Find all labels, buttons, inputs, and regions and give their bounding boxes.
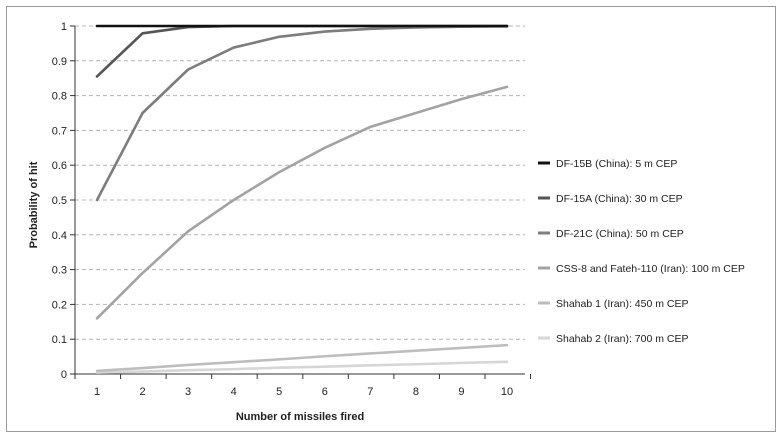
y-tick-label: 0.7: [52, 125, 67, 137]
legend-label: DF-15A (China): 30 m CEP: [556, 193, 683, 205]
legend-entry: DF-15B (China): 5 m CEP: [538, 158, 677, 170]
y-tick-label: 0.1: [52, 334, 67, 346]
legend-label: Shahab 2 (Iran): 700 m CEP: [556, 333, 689, 345]
legend: DF-15B (China): 5 m CEP DF-15A (China): 3…: [538, 158, 745, 345]
y-tick-label: 0.5: [52, 195, 67, 207]
x-tick-label: 10: [501, 386, 513, 398]
y-tick-labels: 0 0.1 0.2 0.3 0.4 0.5 0.6 0.7 0.8 0.9 1: [52, 21, 67, 381]
chart-frame: [6, 6, 776, 432]
legend-label: DF-15B (China): 5 m CEP: [556, 158, 677, 170]
x-tick-label: 4: [231, 386, 237, 398]
y-tick-label: 0.2: [52, 299, 67, 311]
y-tick-label: 0.6: [52, 160, 67, 172]
x-tick-label: 1: [94, 386, 100, 398]
legend-entry: DF-21C (China): 50 m CEP: [538, 228, 684, 240]
series-line: [95, 360, 509, 374]
y-tick-label: 1: [61, 21, 67, 33]
x-tick-labels: 1 2 3 4 5 6 7 8 9 10: [94, 386, 513, 398]
y-tick-label: 0.3: [52, 265, 67, 277]
legend-label: CSS-8 and Fateh-110 (Iran): 100 m CEP: [556, 263, 745, 275]
x-axis-title: Number of missiles fired: [236, 411, 364, 423]
y-tick-label: 0.9: [52, 56, 67, 68]
y-tick-label: 0.8: [52, 91, 67, 103]
x-tick-label: 8: [413, 386, 419, 398]
x-tick-label: 2: [139, 386, 145, 398]
legend-entry: CSS-8 and Fateh-110 (Iran): 100 m CEP: [538, 263, 745, 275]
x-tick-label: 6: [322, 386, 328, 398]
legend-entry: DF-15A (China): 30 m CEP: [538, 193, 683, 205]
legend-label: DF-21C (China): 50 m CEP: [556, 228, 684, 240]
x-tick-label: 9: [458, 386, 464, 398]
x-tick-label: 5: [276, 386, 282, 398]
legend-entry: Shahab 2 (Iran): 700 m CEP: [538, 333, 689, 345]
y-tick-label: 0: [61, 369, 67, 381]
x-tick-label: 7: [367, 386, 373, 398]
series-line: [95, 343, 509, 373]
y-axis-title: Probability of hit: [28, 161, 40, 248]
axes: [70, 25, 532, 379]
y-tick-label: 0.4: [52, 230, 67, 242]
x-tick-label: 3: [185, 386, 191, 398]
legend-entry: Shahab 1 (Iran): 450 m CEP: [538, 298, 689, 310]
series-line: [95, 25, 509, 202]
series-lines: [95, 24, 509, 374]
grid-lines: [75, 25, 525, 340]
legend-label: Shahab 1 (Iran): 450 m CEP: [556, 298, 689, 310]
series-line: [95, 85, 509, 320]
